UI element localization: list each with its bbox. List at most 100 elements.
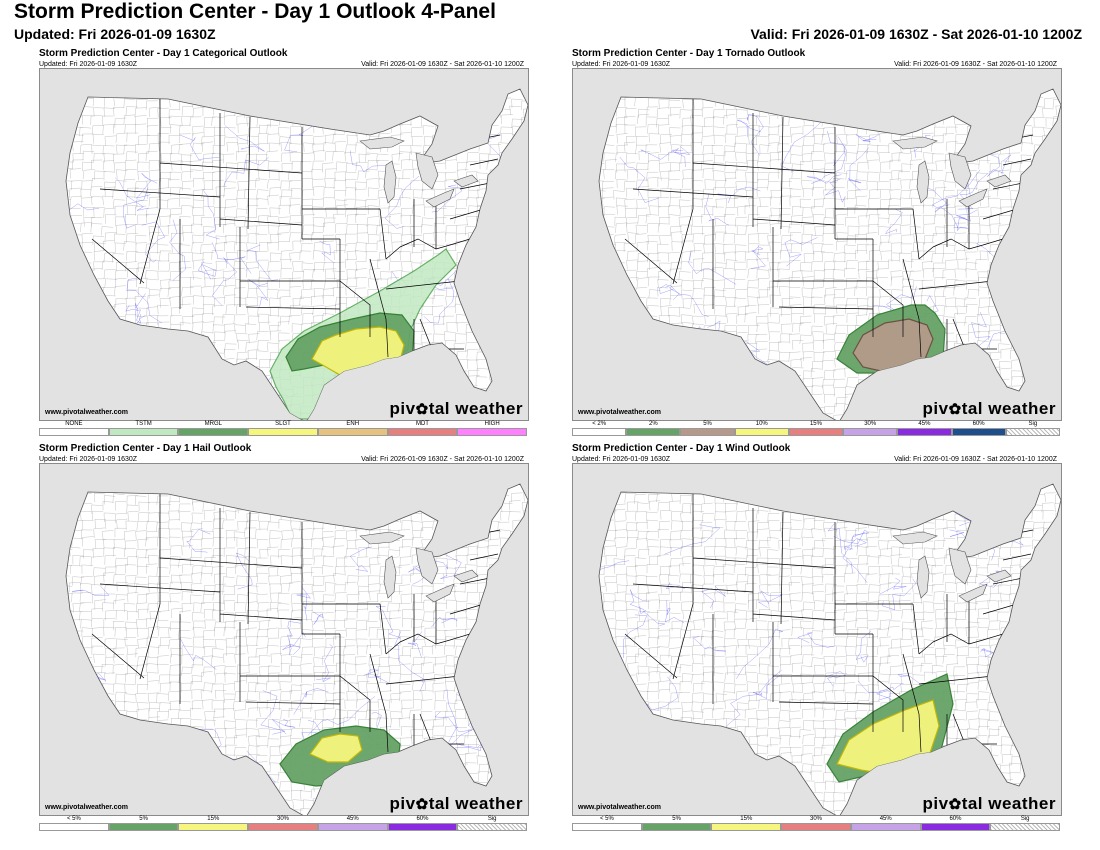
- wind-legend: < 5% 5% 15% 30% 45% 60% Sig: [572, 816, 1061, 831]
- legend-label: 60%: [949, 816, 962, 822]
- legend-item: 45%: [850, 816, 921, 831]
- logo-text-right: tal weather: [961, 794, 1056, 813]
- legend-label: TSTM: [135, 421, 152, 427]
- logo-text-right: tal weather: [428, 399, 523, 418]
- legend-item: 15%: [178, 816, 249, 831]
- logo-text-left: piv: [922, 399, 949, 418]
- legend-item: 2%: [626, 421, 681, 436]
- lake-4: [986, 569, 1012, 583]
- legend-item: < 2%: [572, 421, 627, 436]
- legend-swatch: [734, 428, 789, 436]
- legend-label: MDT: [415, 421, 429, 427]
- legend-item: Sig: [1005, 421, 1060, 436]
- legend-swatch: [781, 823, 851, 831]
- pinwheel-icon: ✿: [948, 796, 962, 813]
- legend-item: 60%: [920, 816, 991, 831]
- page-title: Storm Prediction Center - Day 1 Outlook …: [14, 0, 496, 23]
- page-updated-time: Updated: Fri 2026-01-09 1630Z: [14, 26, 216, 42]
- legend-swatch: [317, 428, 388, 436]
- legend-item: Sig: [990, 816, 1061, 831]
- panel-updated-time: Updated: Fri 2026-01-09 1630Z: [572, 456, 671, 463]
- lake-4: [986, 174, 1012, 188]
- categorical-outlook-panel: Storm Prediction Center - Day 1 Categori…: [34, 48, 529, 436]
- legend-label: 15%: [207, 816, 220, 822]
- legend-item: SLGT: [248, 421, 318, 436]
- legend-item: 15%: [711, 816, 782, 831]
- logo-text-left: piv: [389, 794, 416, 813]
- lake-0: [892, 136, 938, 150]
- lake-4: [453, 569, 479, 583]
- legend-label: Sig: [1028, 421, 1038, 427]
- legend-swatch: [850, 823, 921, 831]
- legend-label: HIGH: [484, 421, 500, 427]
- legend-swatch: [108, 823, 179, 831]
- logo-text-right: tal weather: [428, 794, 523, 813]
- lake-4: [453, 174, 479, 188]
- legend-item: ENH: [317, 421, 388, 436]
- legend-swatch: [626, 428, 681, 436]
- legend-item: 5%: [680, 421, 735, 436]
- us-outline-map: [65, 483, 528, 815]
- legend-item: 30%: [248, 816, 318, 831]
- legend-item: 10%: [734, 421, 789, 436]
- logo-text-left: piv: [389, 399, 416, 418]
- tornado-outlook-map: www.pivotalweather.com piv✿tal weather: [572, 68, 1062, 421]
- tornado-legend: < 2% 2% 5% 10% 15% 30% 45% 60% Sig: [572, 421, 1060, 436]
- land-area: [598, 88, 1061, 420]
- panel-updated-time: Updated: Fri 2026-01-09 1630Z: [39, 61, 138, 68]
- legend-label: < 5%: [599, 816, 614, 822]
- panel-title: Storm Prediction Center - Day 1 Hail Out…: [39, 443, 252, 454]
- legend-label: 5%: [672, 816, 681, 822]
- us-outline-map: [598, 483, 1061, 815]
- legend-swatch: [387, 823, 458, 831]
- legend-swatch: [178, 428, 249, 436]
- legend-swatch: [317, 823, 388, 831]
- legend-label: NONE: [65, 421, 83, 427]
- legend-label: 30%: [277, 816, 290, 822]
- hail-outlook-panel: Storm Prediction Center - Day 1 Hail Out…: [34, 443, 529, 831]
- lake-2: [415, 547, 439, 585]
- lake-3: [425, 188, 455, 208]
- lake-3: [958, 583, 988, 603]
- website-credit: www.pivotalweather.com: [578, 409, 661, 416]
- panel-updated-time: Updated: Fri 2026-01-09 1630Z: [572, 61, 671, 68]
- legend-swatch: [572, 823, 642, 831]
- legend-swatch: [920, 823, 991, 831]
- legend-label: MRGL: [204, 421, 222, 427]
- legend-item: 45%: [317, 816, 388, 831]
- panel-title: Storm Prediction Center - Day 1 Wind Out…: [572, 443, 791, 454]
- logo-text-right: tal weather: [961, 399, 1056, 418]
- legend-item: 60%: [387, 816, 458, 831]
- legend-swatch: [843, 428, 898, 436]
- legend-swatch: [1005, 428, 1060, 436]
- logo-text-left: piv: [922, 794, 949, 813]
- panel-updated-time: Updated: Fri 2026-01-09 1630Z: [39, 456, 138, 463]
- legend-swatch: [951, 428, 1006, 436]
- legend-item: Sig: [457, 816, 528, 831]
- legend-item: TSTM: [108, 421, 179, 436]
- pinwheel-icon: ✿: [415, 401, 429, 418]
- lake-0: [892, 531, 938, 545]
- pivotal-weather-logo: piv✿tal weather: [923, 399, 1056, 419]
- lake-0: [359, 136, 405, 150]
- page-valid-time: Valid: Fri 2026-01-09 1630Z - Sat 2026-0…: [750, 26, 1082, 42]
- legend-item: HIGH: [457, 421, 528, 436]
- legend-swatch: [387, 428, 458, 436]
- lake-2: [948, 152, 972, 190]
- panel-valid-time: Valid: Fri 2026-01-09 1630Z - Sat 2026-0…: [361, 61, 524, 68]
- hail-outlook-map: www.pivotalweather.com piv✿tal weather: [39, 463, 529, 816]
- us-outline-map: [598, 88, 1061, 420]
- legend-label: 30%: [810, 816, 823, 822]
- lake-2: [948, 547, 972, 585]
- legend-label: 2%: [648, 421, 658, 427]
- legend-swatch: [39, 428, 109, 436]
- legend-item: 5%: [641, 816, 712, 831]
- pinwheel-icon: ✿: [948, 401, 962, 418]
- lake-2: [415, 152, 439, 190]
- lake-3: [425, 583, 455, 603]
- legend-label: 15%: [809, 421, 822, 427]
- wind-outlook-panel: Storm Prediction Center - Day 1 Wind Out…: [567, 443, 1062, 831]
- land-area: [65, 483, 528, 815]
- categorical-outlook-map: www.pivotalweather.com piv✿tal weather: [39, 68, 529, 421]
- legend-label: 45%: [346, 816, 359, 822]
